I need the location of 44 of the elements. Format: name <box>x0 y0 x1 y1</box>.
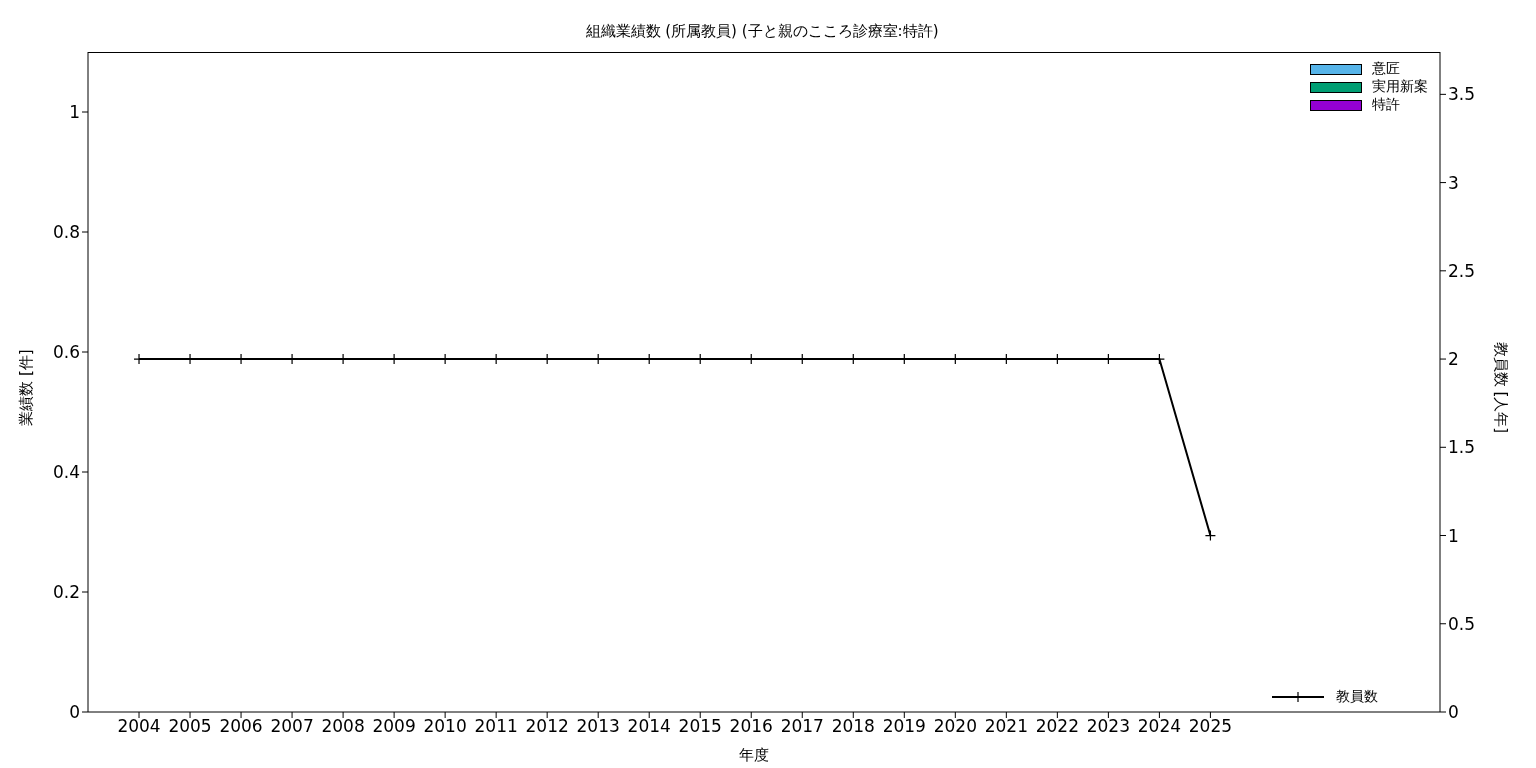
x-tick-label: 2011 <box>474 716 518 737</box>
y2-axis-title: 教員数 [人年] <box>1490 340 1510 436</box>
y-tick-label: 0.4 <box>52 462 80 483</box>
x-tick-label: 2014 <box>627 716 671 737</box>
x-axis-title: 年度 <box>738 746 770 765</box>
x-tick-label: 2006 <box>219 716 263 737</box>
y2-tick-label: 1 <box>1448 525 1459 546</box>
x-tick-label: 2009 <box>372 716 416 737</box>
y2-tick-label: 0 <box>1448 702 1459 723</box>
x-tick-label: 2019 <box>882 716 926 737</box>
x-tick-label: 2010 <box>423 716 467 737</box>
y-tick-label: 0 <box>69 702 80 723</box>
legend-label: 実用新案 <box>1372 78 1428 96</box>
y-tick-label: 0.6 <box>52 342 80 363</box>
y2-tick-label: 2.5 <box>1448 260 1476 281</box>
x-tick-label: 2013 <box>576 716 620 737</box>
x-tick-label: 2022 <box>1035 716 1079 737</box>
x-tick-label: 2012 <box>525 716 569 737</box>
x-tick-label: 2008 <box>321 716 365 737</box>
y-tick-label: 1 <box>69 102 80 123</box>
y2-tick-label: 3.5 <box>1448 84 1476 105</box>
y2-tick-label: 0.5 <box>1448 613 1476 634</box>
y-tick-label: 0.2 <box>52 582 80 603</box>
x-tick-label: 2016 <box>729 716 773 737</box>
y-axis-title: 業績数 [件] <box>16 348 36 428</box>
x-tick-label: 2015 <box>678 716 722 737</box>
x-tick-label: 2017 <box>780 716 824 737</box>
x-tick-label: 2023 <box>1086 716 1131 737</box>
x-tick-label: 2005 <box>168 716 212 737</box>
x-tick-label: 2004 <box>117 716 161 737</box>
legend-label: 特許 <box>1372 96 1400 114</box>
y-tick-label: 0.8 <box>52 222 80 243</box>
x-tick-label: 2024 <box>1137 716 1182 737</box>
x-tick-label: 2020 <box>933 716 977 737</box>
y2-tick-label: 3 <box>1448 172 1459 193</box>
chart-title: 組織業績数 (所属教員) (子と親のこころ診療室:特許) <box>584 22 940 41</box>
y2-tick-label: 2 <box>1448 349 1459 370</box>
x-tick-label: 2007 <box>270 716 314 737</box>
x-tick-label: 2021 <box>984 716 1028 737</box>
legend-label: 教員数 <box>1336 688 1378 706</box>
y2-tick-label: 1.5 <box>1448 437 1476 458</box>
legend-label: 意匠 <box>1372 60 1400 78</box>
x-tick-label: 2018 <box>831 716 875 737</box>
x-tick-label: 2025 <box>1188 716 1233 737</box>
